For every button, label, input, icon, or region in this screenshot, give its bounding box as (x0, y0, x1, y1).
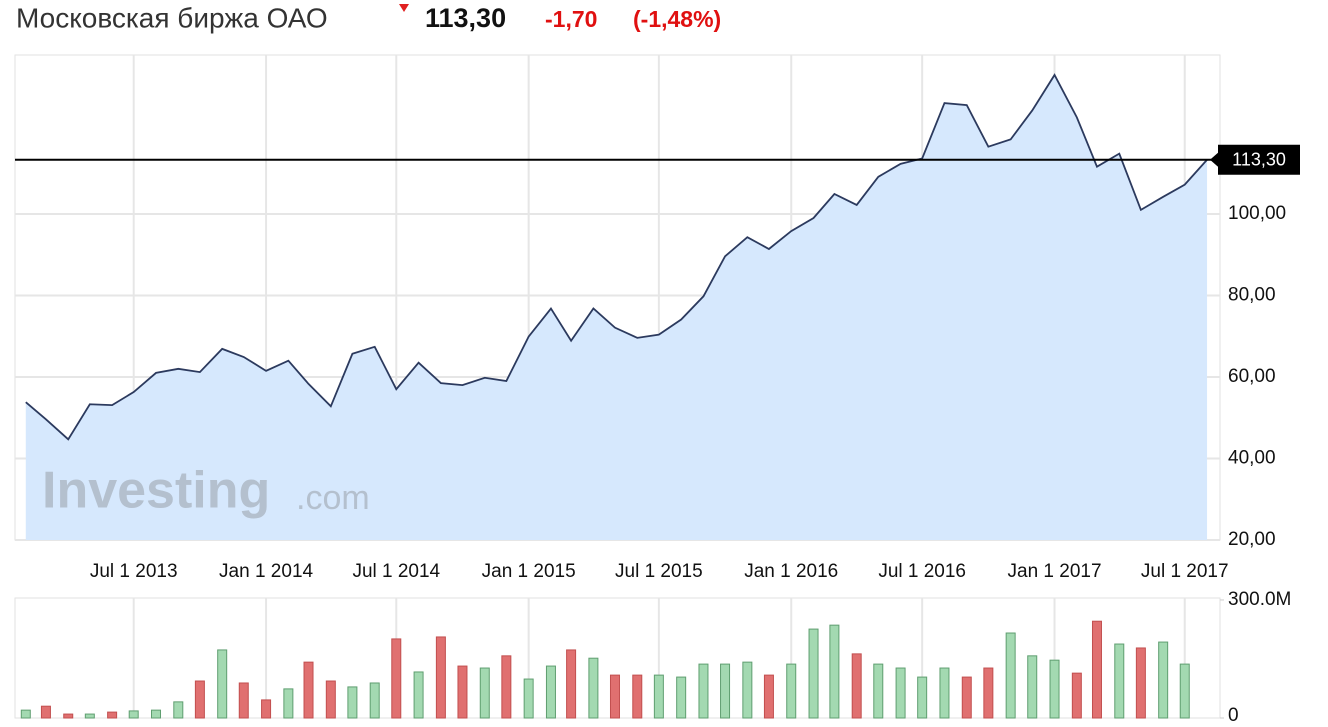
y-tick-label: 20,00 (1228, 529, 1276, 550)
x-tick-label: Jan 1 2014 (219, 561, 313, 582)
volume-bar (63, 713, 74, 719)
volume-bar (283, 688, 294, 719)
x-tick-label: Jan 1 2017 (1008, 561, 1102, 582)
volume-bar (676, 676, 687, 719)
volume-bar (609, 674, 620, 719)
volume-bar (173, 701, 184, 719)
volume-bar (873, 663, 884, 719)
volume-bar (895, 667, 906, 719)
last-price-box (1218, 144, 1300, 175)
volume-bar (107, 711, 118, 719)
volume-bar (457, 665, 468, 719)
volume-bar (238, 682, 249, 719)
x-tick-label: Jul 1 2016 (878, 561, 966, 582)
y-tick-label: 40,00 (1228, 448, 1276, 469)
volume-bar (808, 628, 819, 719)
volume-bar (84, 713, 95, 719)
change-percent: (-1,48%) (633, 6, 721, 32)
volume-bar (851, 653, 862, 719)
volume-bar (369, 682, 380, 719)
volume-bar (128, 710, 139, 719)
y-tick-label: 300.0M (1228, 589, 1291, 610)
y-tick-label: 100,00 (1228, 203, 1286, 224)
title: Московская биржа ОАО (16, 2, 328, 33)
watermark-suffix: .com (296, 479, 370, 517)
last-price-pointer (1210, 152, 1218, 167)
x-tick-label: Jul 1 2015 (615, 561, 703, 582)
volume-bar (1071, 672, 1082, 719)
volume-bar (413, 671, 424, 719)
volume-bar (698, 663, 709, 719)
volume-bar (20, 709, 31, 719)
volume-bar (1005, 632, 1016, 719)
x-tick-label: Jan 1 2015 (482, 561, 576, 582)
volume-bar (588, 657, 599, 719)
volume-bar (1091, 620, 1102, 719)
price-line (25, 73, 1208, 441)
volume-bar (1027, 655, 1038, 719)
volume-bar (545, 665, 556, 719)
volume-bar (501, 655, 512, 719)
volume-bar (435, 636, 446, 719)
volume-bar (151, 709, 162, 719)
area-fill (25, 74, 1208, 541)
volume-bar (763, 674, 774, 719)
x-tick-label: Jul 1 2017 (1141, 561, 1229, 582)
change: -1,70 (545, 6, 597, 32)
volume-bar (829, 624, 840, 719)
last-price-label: 113,30 (1232, 149, 1286, 169)
volume-bar (632, 674, 643, 719)
y-tick-label: 80,00 (1228, 284, 1276, 305)
volume-bar (1114, 643, 1125, 719)
plots: 20,00 40,00 60,00 80,00 100,00 Jul 1 2013 Jan … (14, 54, 1300, 726)
volume-bar (217, 649, 228, 719)
x-tick-label: Jan 1 2016 (744, 561, 838, 582)
volume-bar (194, 680, 205, 719)
watermark: Investing (42, 462, 270, 520)
volume-bar (40, 705, 51, 719)
volume-bar (261, 699, 272, 719)
volume-bar (1179, 663, 1190, 719)
price: 113,30 (425, 3, 506, 33)
volume-bar (786, 663, 797, 719)
volume-bar (917, 676, 928, 719)
volume-bar (1135, 647, 1146, 719)
volume-bar (653, 674, 664, 719)
volume-bar (720, 663, 731, 719)
x-tick-label: Jul 1 2013 (90, 561, 178, 582)
volume-bar (983, 667, 994, 719)
volume-bar (1158, 641, 1169, 719)
down-arrow (399, 4, 409, 12)
volume-bar (961, 676, 972, 719)
volume-bar (479, 667, 490, 719)
x-tick-label: Jul 1 2014 (352, 561, 440, 582)
y-tick-label: 0 (1228, 705, 1239, 726)
volume-bar (303, 661, 314, 719)
y-tick-label: 60,00 (1228, 366, 1276, 387)
volume-bar (325, 680, 336, 719)
volume-bar (347, 686, 358, 719)
volume-bar (939, 667, 950, 719)
volume-bar (742, 661, 753, 719)
volume-bar (1049, 659, 1060, 719)
volume-bar (391, 638, 402, 719)
volume-bar (566, 649, 577, 719)
volume-bar (523, 678, 534, 719)
